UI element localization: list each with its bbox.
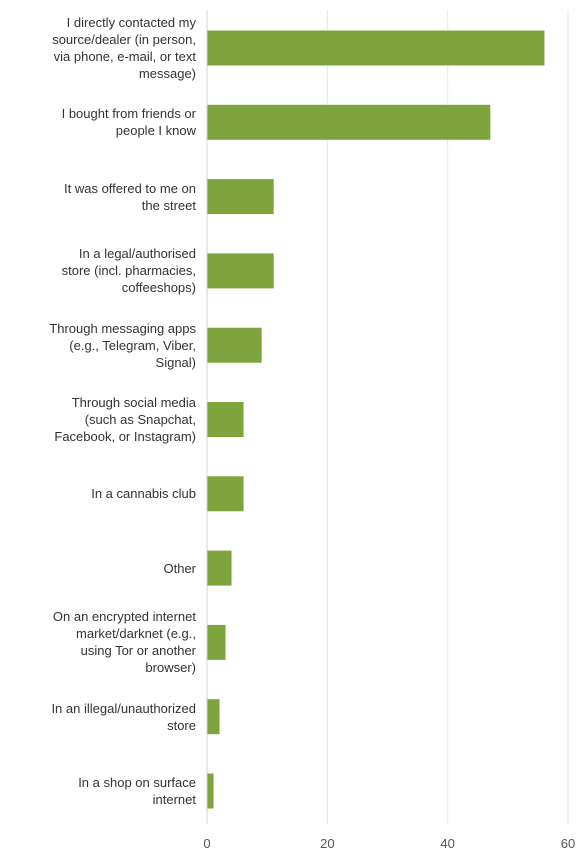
bar	[207, 624, 226, 660]
category-label: In an illegal/unauthorized store	[6, 682, 196, 752]
bar	[207, 550, 232, 586]
category-label: On an encrypted internet market/darknet …	[6, 607, 196, 677]
x-tick-label: 20	[320, 836, 334, 851]
bar	[207, 179, 274, 215]
category-label: I directly contacted my source/dealer (i…	[6, 13, 196, 83]
x-tick-label: 0	[203, 836, 210, 851]
bar	[207, 476, 244, 512]
category-label: Through social media (such as Snapchat, …	[6, 385, 196, 455]
category-label-text: On an encrypted internet market/darknet …	[52, 609, 196, 676]
bar	[207, 253, 274, 289]
category-label: I bought from friends or people I know	[6, 87, 196, 157]
category-label-text: I bought from friends or people I know	[61, 106, 196, 139]
category-label: Other	[6, 533, 196, 603]
category-label-text: Through messaging apps (e.g., Telegram, …	[49, 320, 196, 370]
bar	[207, 104, 491, 140]
category-label: It was offered to me on the street	[6, 162, 196, 232]
x-tick-label: 40	[440, 836, 454, 851]
category-label: In a cannabis club	[6, 459, 196, 529]
bar	[207, 30, 545, 66]
category-label: In a shop on surface internet	[6, 756, 196, 826]
category-label-text: In a shop on surface internet	[78, 775, 196, 807]
bar	[207, 327, 262, 363]
category-label: Through messaging apps (e.g., Telegram, …	[6, 310, 196, 380]
category-label-text: It was offered to me on the street	[64, 180, 196, 213]
x-tick-label: 60	[561, 836, 575, 851]
category-label-text: In a cannabis club	[91, 486, 196, 502]
category-label-text: I directly contacted my source/dealer (i…	[52, 15, 196, 81]
category-label-text: In a legal/authorised store (incl. pharm…	[61, 246, 196, 296]
category-label-text: Other	[163, 560, 196, 576]
category-label-text: In an illegal/unauthorized store	[51, 700, 196, 733]
category-label: In a legal/authorised store (incl. pharm…	[6, 236, 196, 306]
bar	[207, 699, 220, 735]
category-label-text: Through social media (such as Snapchat, …	[54, 395, 196, 444]
bar	[207, 402, 244, 437]
bar	[207, 773, 214, 809]
